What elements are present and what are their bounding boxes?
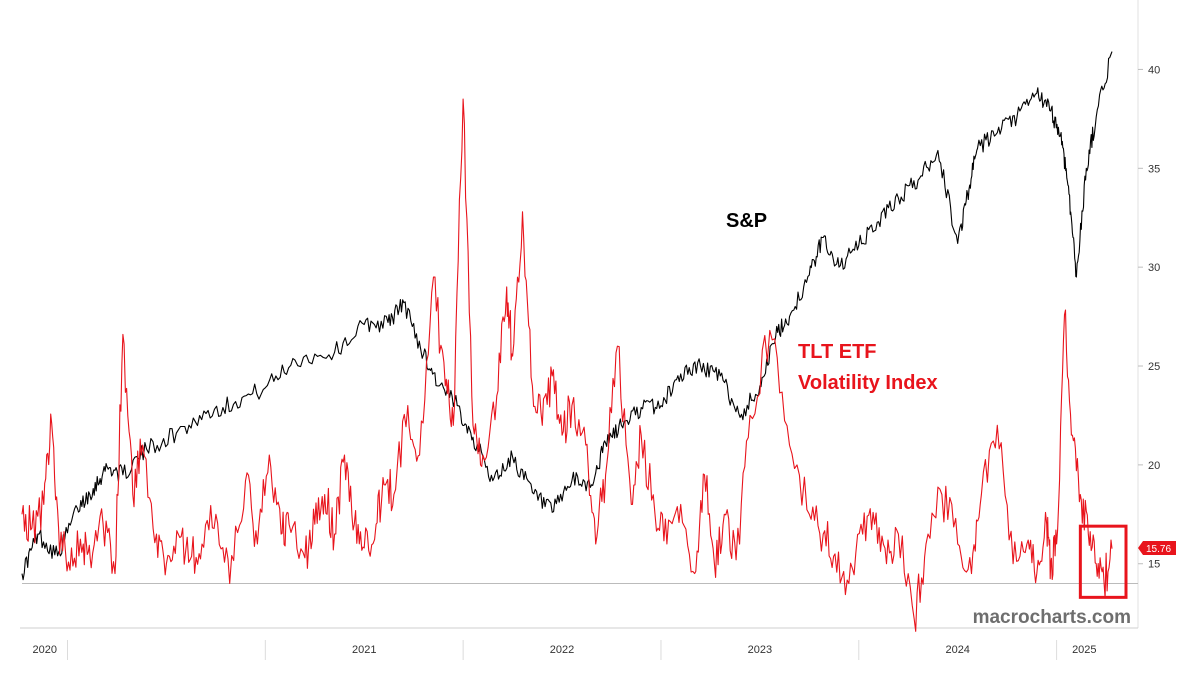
sp-series-label: S&P	[726, 210, 767, 232]
x-year-label: 2024	[945, 644, 969, 656]
y-tick-label: 35	[1148, 163, 1160, 175]
y-tick-label: 25	[1148, 361, 1160, 373]
x-year-label: 2022	[550, 644, 574, 656]
highlight-box	[1078, 524, 1128, 599]
x-axis-years: 2020 2021 2022 2023 2024 2025	[33, 640, 1097, 660]
x-year-label: 2021	[352, 644, 376, 656]
y-axis-ticks: 15 20 25 30 35 40	[1138, 64, 1160, 571]
watermark: macrocharts.com	[973, 607, 1131, 628]
last-value-text: 15.76	[1146, 544, 1171, 555]
last-value-badge: 15.76	[1138, 541, 1176, 555]
tlt-series-label-line1: TLT ETF	[798, 341, 877, 363]
y-tick-label: 15	[1148, 559, 1160, 571]
x-year-label: 2020	[33, 644, 57, 656]
y-tick-label: 40	[1148, 64, 1160, 76]
y-tick-label: 30	[1148, 262, 1160, 274]
sp-series-line	[21, 51, 1113, 581]
x-year-label: 2025	[1072, 644, 1096, 656]
y-tick-label: 20	[1148, 460, 1160, 472]
x-year-label: 2023	[748, 644, 772, 656]
tlt-series-label-line2: Volatility Index	[798, 372, 938, 394]
tlt-volatility-series-line	[21, 98, 1113, 632]
